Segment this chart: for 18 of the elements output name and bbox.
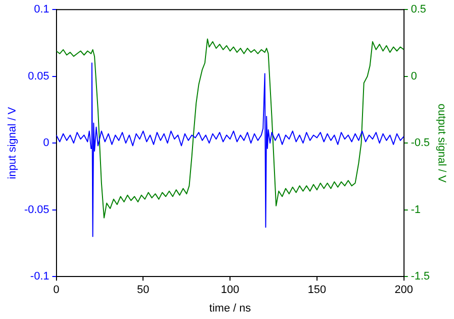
x-tick-label: 50: [137, 284, 150, 296]
y2-tick-label: 0: [410, 70, 417, 82]
y-tick-label: 0.05: [28, 70, 50, 82]
y2-tick-label: -1.5: [410, 270, 430, 283]
y-tick-label: -0.05: [24, 204, 50, 216]
x-tick-label: 200: [394, 284, 414, 296]
x-tick-label: 150: [308, 284, 326, 296]
y-tick-label: 0.1: [34, 4, 50, 16]
y2-tick-label: -1: [410, 204, 421, 216]
x-tick-label: 0: [53, 284, 60, 296]
y2-tick-label: 0.5: [410, 4, 426, 16]
x-tick-label: 100: [220, 284, 240, 296]
y2-tick-label: -0.5: [410, 137, 430, 150]
y2-axis-title: output signal / V: [435, 104, 448, 184]
y-tick-label: -0.1: [30, 270, 50, 283]
y-tick-label: 0: [43, 137, 50, 150]
y-axis-title: input signal / V: [6, 106, 19, 180]
x-axis-title: time / ns: [209, 302, 252, 314]
